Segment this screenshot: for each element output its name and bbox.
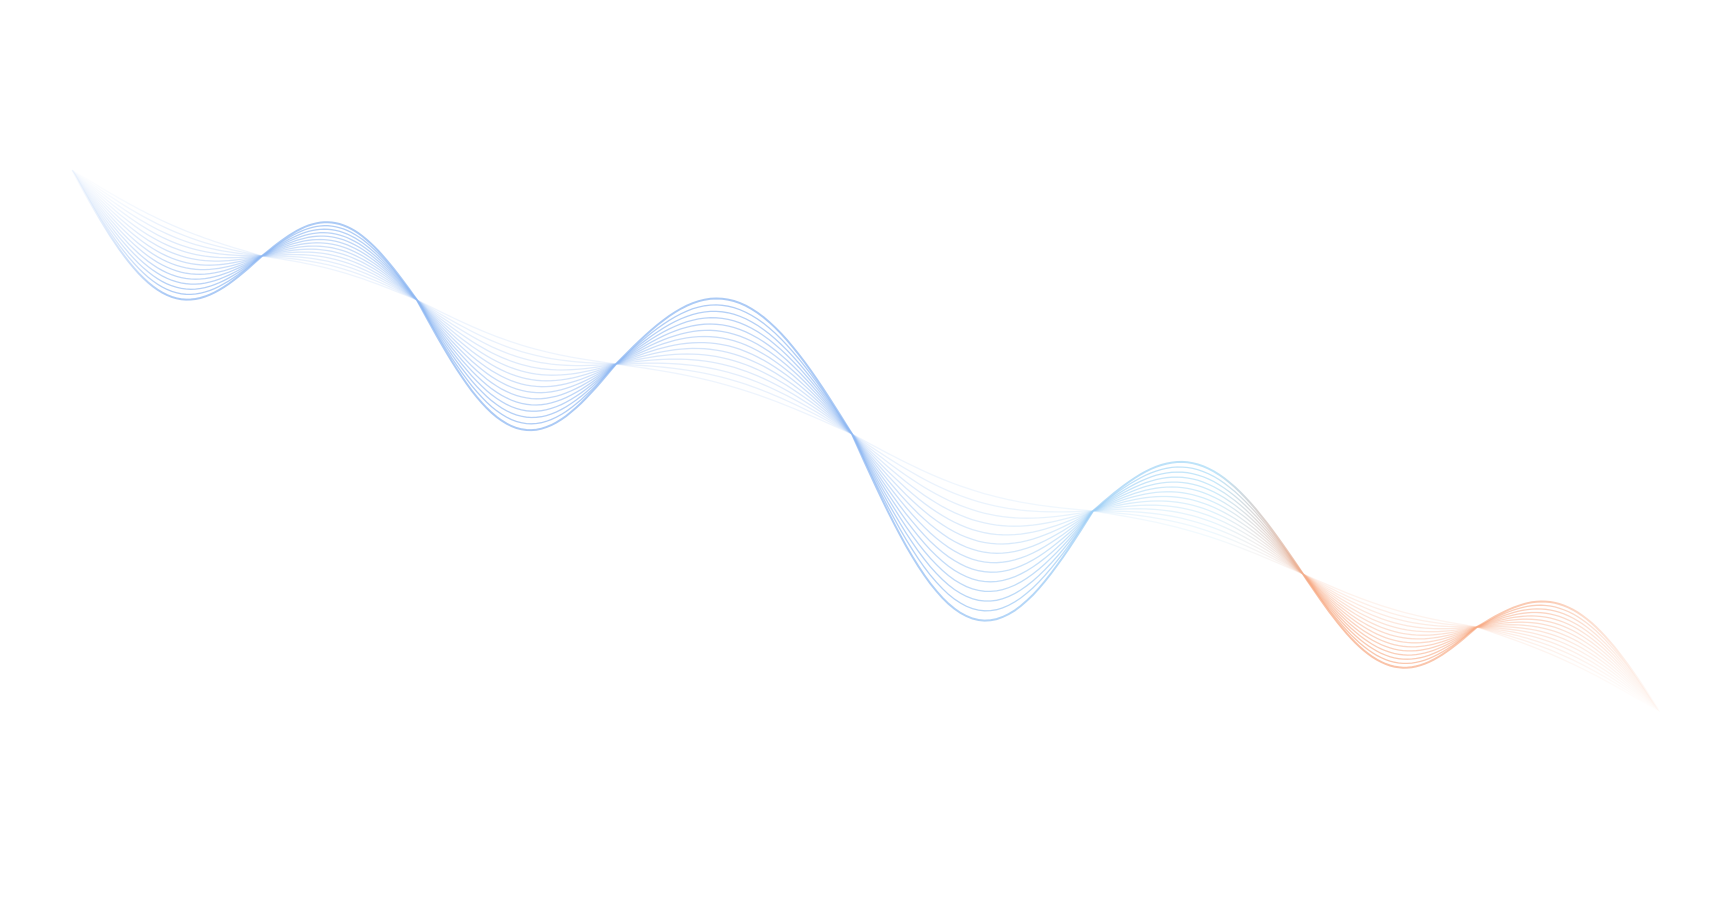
wave-line-group (71, 169, 1661, 713)
wave-line (71, 169, 1661, 713)
wave-line (71, 169, 1661, 713)
